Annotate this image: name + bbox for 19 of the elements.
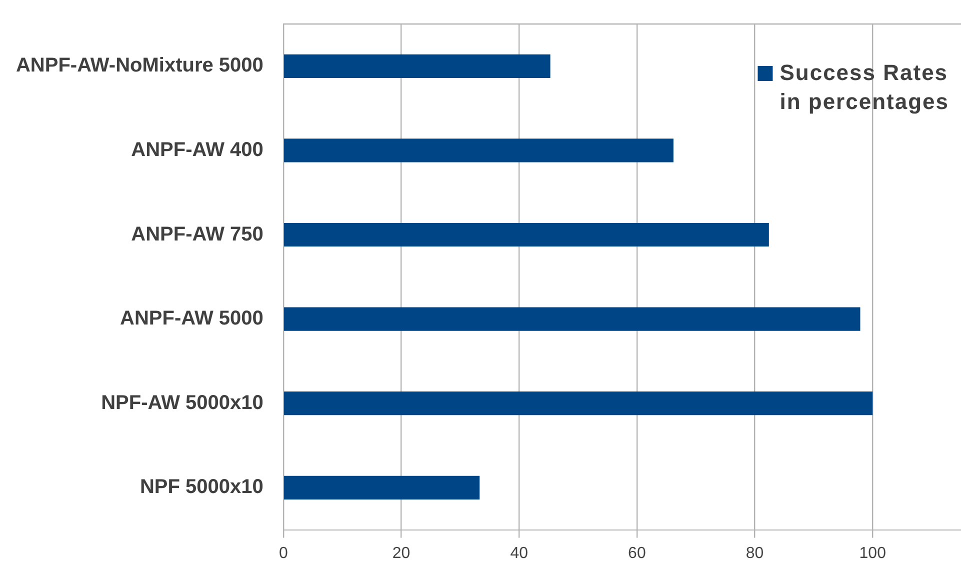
y-tick-label: ANPF-AW 750 [131, 223, 264, 246]
bar [284, 476, 480, 500]
y-tick-label: ANPF-AW-NoMixture 5000 [16, 54, 264, 77]
legend-label: Success Rates in percentages [780, 60, 950, 114]
x-tick-label: 80 [746, 544, 764, 562]
bar [284, 222, 769, 247]
x-tick-label: 20 [392, 544, 410, 562]
y-tick-label: NPF 5000x10 [140, 476, 264, 498]
bar [284, 54, 550, 78]
bar [284, 307, 860, 331]
bar [284, 138, 674, 162]
x-tick-label: 0 [278, 544, 288, 562]
bar [284, 392, 873, 416]
y-tick-label: ANPF-AW 400 [131, 138, 264, 161]
y-tick-label: ANPF-AW 5000 [120, 308, 264, 330]
x-tick-label: 60 [628, 544, 646, 562]
x-tick-label: 40 [510, 544, 528, 562]
y-tick-label: NPF-AW 5000x10 [101, 392, 264, 414]
x-tick-label: 100 [859, 544, 886, 562]
